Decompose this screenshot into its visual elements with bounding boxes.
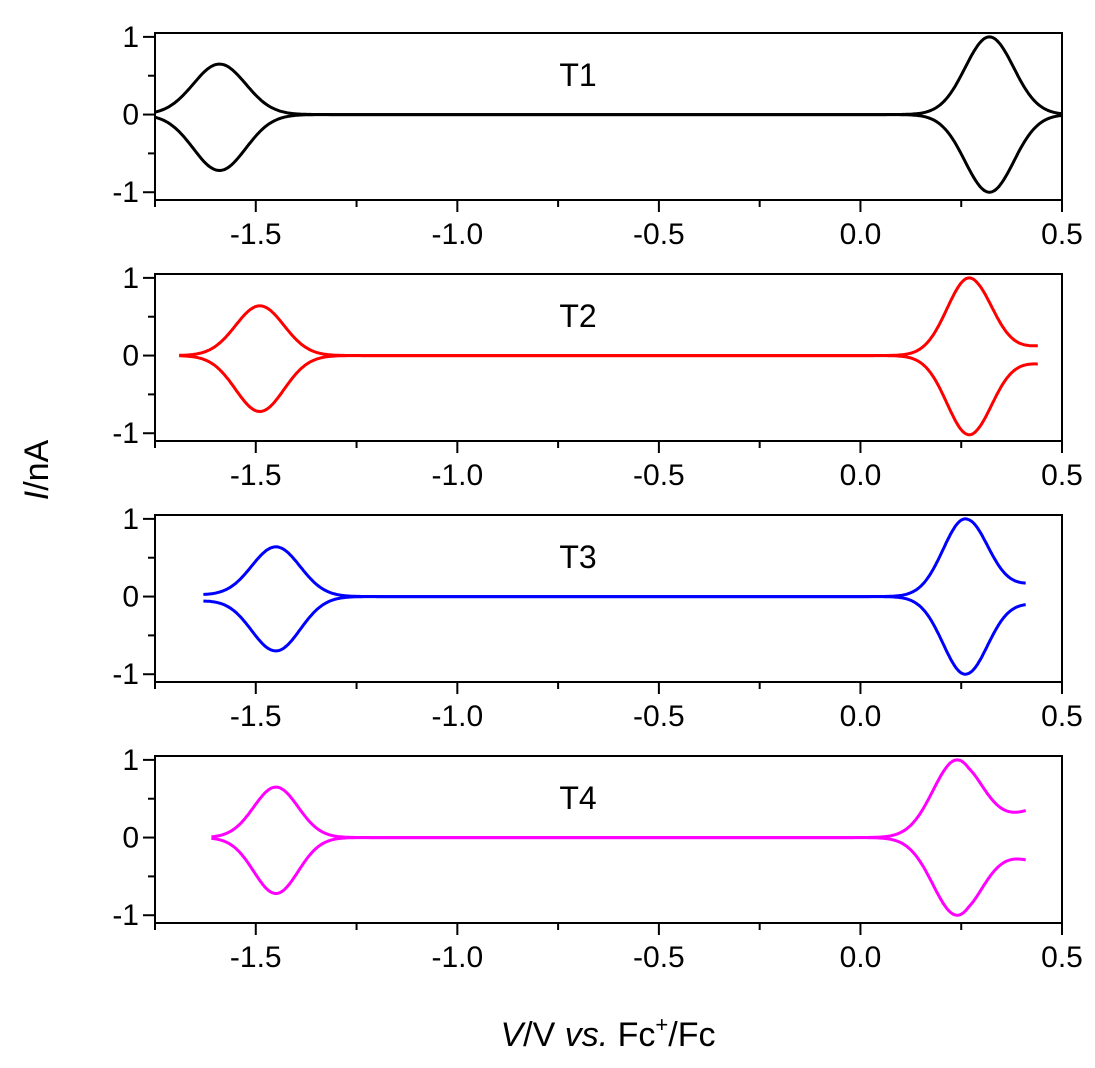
series-line-forward	[203, 517, 1026, 599]
panel-4: -1.5 -1.0 -0.5 0.0 0.5 1 0 -1 T4	[112, 744, 1083, 974]
x-tick-label: 0.0	[840, 941, 882, 974]
x-tick-label: 0.5	[1041, 218, 1083, 251]
y-tick-label: 0	[122, 581, 139, 614]
x-tick-label: -1.5	[230, 700, 282, 733]
y-tick-label: 1	[122, 503, 139, 536]
panel-1: -1.5 -1.0 -0.5 0.0 0.5 1 0 -1 T1	[112, 21, 1083, 251]
series-line-forward	[178, 276, 1039, 358]
panel-label: T1	[559, 57, 596, 93]
y-tick-label: -1	[112, 176, 139, 209]
x-tick-label: -0.5	[633, 459, 685, 492]
series-line-forward	[211, 758, 1027, 840]
x-tick-label: -1.0	[431, 218, 483, 251]
plot-frame	[154, 514, 1063, 683]
x-tick-label: 0.5	[1041, 459, 1083, 492]
x-tick-label: -0.5	[633, 941, 685, 974]
x-tick-label: -1.5	[230, 459, 282, 492]
panel-2: -1.5 -1.0 -0.5 0.0 0.5 1 0 -1 T2	[112, 262, 1083, 492]
y-tick-label: 0	[122, 99, 139, 132]
y-tick-label: -1	[112, 899, 139, 932]
plot-frame	[154, 755, 1063, 924]
x-tick-label: -1.5	[230, 218, 282, 251]
panel-label: T4	[559, 780, 596, 816]
panel-3: -1.5 -1.0 -0.5 0.0 0.5 1 0 -1 T3	[112, 503, 1083, 733]
x-axis-label: V/V vs. Fc+/Fc	[500, 1012, 715, 1054]
y-tick-label: 0	[122, 822, 139, 855]
x-tick-label: 0.0	[840, 700, 882, 733]
y-tick-label: 1	[122, 262, 139, 295]
x-tick-label: 0.5	[1041, 941, 1083, 974]
series-line-reverse	[211, 836, 1027, 917]
x-tick-label: -0.5	[633, 700, 685, 733]
series-line-reverse	[154, 113, 1063, 194]
x-tick-label: -1.0	[431, 941, 483, 974]
series-line-forward	[154, 35, 1063, 117]
panel-label: T2	[559, 298, 596, 334]
x-tick-label: -1.0	[431, 700, 483, 733]
x-tick-label: -0.5	[633, 218, 685, 251]
y-tick-label: 1	[122, 21, 139, 54]
y-tick-label: -1	[112, 417, 139, 450]
x-tick-label: 0.5	[1041, 700, 1083, 733]
plot-frame	[154, 273, 1063, 442]
y-tick-label: -1	[112, 658, 139, 691]
panels-group: -1.5 -1.0 -0.5 0.0 0.5 1 0 -1 T1 -1.5 -1.0 -0.5 0.0 0…	[112, 21, 1083, 974]
y-axis-label: I/nA	[18, 439, 56, 500]
x-tick-label: 0.0	[840, 218, 882, 251]
x-tick-label: 0.0	[840, 459, 882, 492]
y-tick-label: 0	[122, 340, 139, 373]
panel-label: T3	[559, 539, 596, 575]
series-line-reverse	[178, 354, 1039, 437]
x-tick-label: -1.5	[230, 941, 282, 974]
series-line-reverse	[203, 595, 1026, 676]
x-tick-label: -1.0	[431, 459, 483, 492]
y-tick-label: 1	[122, 744, 139, 777]
